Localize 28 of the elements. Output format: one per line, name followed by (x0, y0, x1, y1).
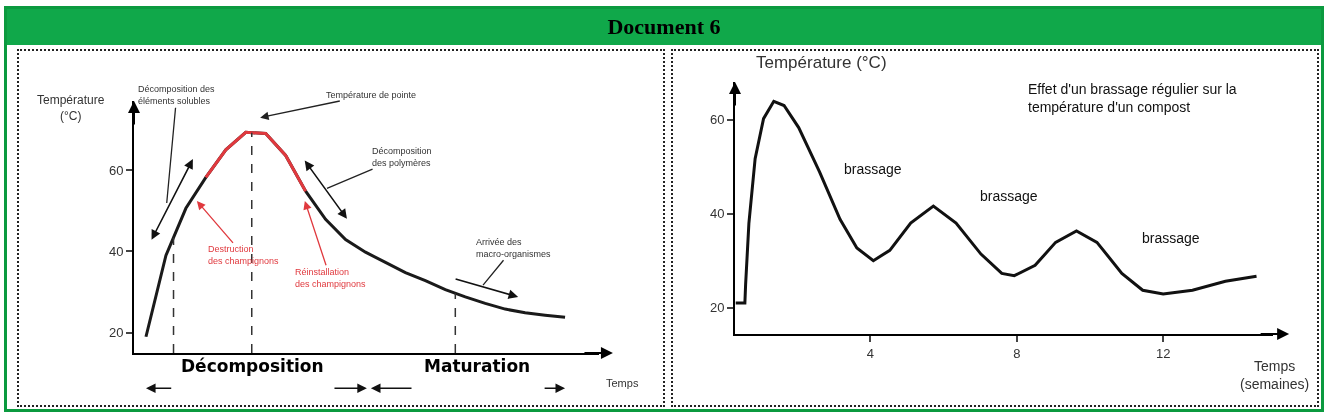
y-tick-label: 60 (709, 112, 725, 128)
x-tick-label: 8 (1013, 345, 1021, 361)
y-tick-label: 40 (108, 243, 124, 259)
annotation: Décomposition des éléments solubles (138, 84, 216, 106)
y-tick-label: 20 (108, 325, 124, 341)
y-tick-label: 60 (108, 162, 124, 178)
text: Décomposition (181, 356, 324, 376)
y-axis-title: Température (°C) (756, 53, 887, 72)
text: Température de pointe (326, 90, 417, 100)
annotation: Réinstallation des champignons (295, 267, 367, 289)
x-tick-label: 4 (866, 345, 875, 361)
x-axis-title: Temps (semaines) (1240, 358, 1310, 393)
text: Effet d'un brassage régulier sur la température d'un compost (1028, 81, 1237, 116)
annotation: Destruction des champignons (208, 244, 280, 266)
line-series (204, 130, 308, 193)
x-axis-title: Temps (606, 377, 639, 389)
y-tick-label: 20 (709, 300, 725, 316)
text: Document 6 (7, 9, 1321, 45)
annotation: Arrivée des macro-organismes (476, 237, 552, 259)
x-tick-label: 12 (1155, 345, 1171, 361)
annotation: brassage (1142, 230, 1200, 246)
y-tick-label: 40 (709, 206, 725, 222)
annotation: brassage (980, 188, 1038, 204)
annotation: Décomposition des polymères (372, 146, 432, 168)
annotation: brassage (844, 161, 902, 177)
y-axis-title: Température (°C) (37, 93, 105, 123)
text: Maturation (424, 356, 531, 376)
line-series (735, 99, 1259, 305)
